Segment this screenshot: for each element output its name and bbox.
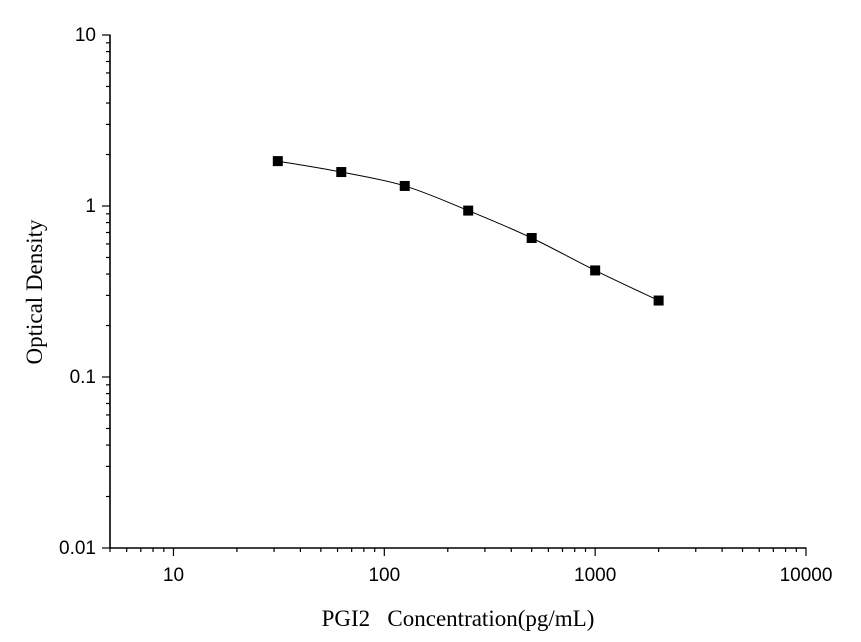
data-point — [590, 265, 601, 276]
data-point — [463, 205, 474, 216]
y-tick-label: 10 — [75, 25, 96, 46]
y-tick-label: 1 — [85, 196, 96, 217]
x-tick-label: 10000 — [780, 565, 833, 586]
y-tick-label: 0.1 — [70, 367, 96, 388]
x-axis-tick-labels: 10 100 1000 10000 — [163, 565, 833, 586]
x-axis-title: PGI2 Concentration(pg/mL) — [322, 606, 595, 631]
data-point — [336, 167, 347, 178]
x-tick-label: 10 — [163, 565, 184, 586]
x-axis-ticks — [109, 548, 807, 556]
y-axis-ticks — [102, 34, 110, 549]
series-line — [277, 160, 659, 301]
y-axis-title: Optical Density — [22, 219, 47, 364]
axes — [109, 34, 807, 549]
y-axis-tick-labels: 0.01 0.1 1 10 — [59, 25, 96, 559]
data-point — [526, 232, 537, 243]
data-point — [399, 180, 410, 191]
x-tick-label: 1000 — [574, 565, 616, 586]
x-tick-label: 100 — [368, 565, 400, 586]
data-point — [653, 295, 664, 306]
data-points — [272, 156, 664, 306]
data-point — [272, 156, 283, 167]
y-tick-label: 0.01 — [59, 538, 96, 559]
